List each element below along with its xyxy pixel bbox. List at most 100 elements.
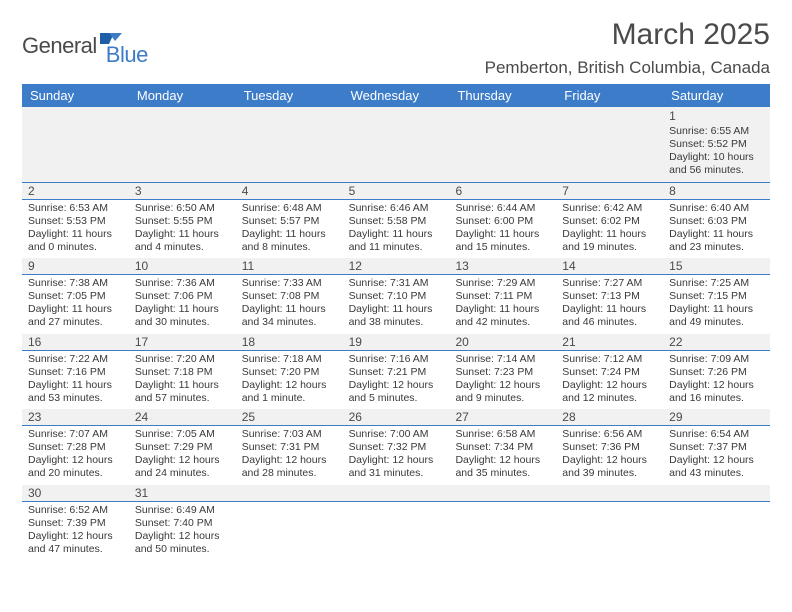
day-info-line: and 23 minutes. (669, 241, 764, 254)
calendar-cell: Sunrise: 7:07 AMSunset: 7:28 PMDaylight:… (22, 426, 129, 485)
day-info-line: and 19 minutes. (562, 241, 657, 254)
calendar-cell: Sunrise: 7:20 AMSunset: 7:18 PMDaylight:… (129, 351, 236, 410)
logo: General Blue (22, 24, 148, 68)
day-header-tue: Tuesday (236, 84, 343, 107)
logo-text-blue: Blue (106, 42, 148, 68)
calendar-cell: Sunrise: 7:22 AMSunset: 7:16 PMDaylight:… (22, 351, 129, 410)
day-info-line: Sunrise: 6:46 AM (349, 202, 444, 215)
day-info-line: Sunrise: 7:03 AM (242, 428, 337, 441)
day-number: 5 (343, 183, 450, 199)
calendar-cell (556, 502, 663, 561)
day-number: 20 (449, 334, 556, 350)
day-info-line: Sunrise: 6:58 AM (455, 428, 550, 441)
day-info-line: Daylight: 11 hours (28, 303, 123, 316)
day-header-wed: Wednesday (343, 84, 450, 107)
day-number: 1 (669, 109, 764, 124)
day-info-line: and 53 minutes. (28, 392, 123, 405)
day-number-row: 2345678 (22, 183, 770, 200)
day-info-line: Sunset: 7:32 PM (349, 441, 444, 454)
day-info-line: Sunset: 5:58 PM (349, 215, 444, 228)
day-info-line: Sunset: 6:00 PM (455, 215, 550, 228)
day-info-line: and 9 minutes. (455, 392, 550, 405)
day-info-line: Daylight: 12 hours (242, 379, 337, 392)
day-number: 15 (663, 258, 770, 274)
day-info-line: and 47 minutes. (28, 543, 123, 556)
page-header: General Blue March 2025 Pemberton, Briti… (22, 18, 770, 78)
day-info-line: Sunrise: 6:56 AM (562, 428, 657, 441)
calendar-cell: 1Sunrise: 6:55 AMSunset: 5:52 PMDaylight… (663, 107, 770, 182)
day-number: 28 (556, 409, 663, 425)
day-info-line: and 24 minutes. (135, 467, 230, 480)
day-info-line: Daylight: 11 hours (135, 228, 230, 241)
calendar-page: General Blue March 2025 Pemberton, Briti… (0, 0, 792, 578)
day-info-line: Sunset: 5:52 PM (669, 138, 764, 151)
day-info-line: Daylight: 11 hours (28, 228, 123, 241)
calendar-cell: Sunrise: 6:56 AMSunset: 7:36 PMDaylight:… (556, 426, 663, 485)
calendar-week-row: Sunrise: 7:07 AMSunset: 7:28 PMDaylight:… (22, 426, 770, 485)
day-number: 16 (22, 334, 129, 350)
day-info-line: Daylight: 11 hours (242, 228, 337, 241)
day-info-line: Sunset: 7:20 PM (242, 366, 337, 379)
day-info-line: Sunrise: 7:33 AM (242, 277, 337, 290)
calendar-cell: Sunrise: 7:05 AMSunset: 7:29 PMDaylight:… (129, 426, 236, 485)
calendar-week-row: Sunrise: 7:38 AMSunset: 7:05 PMDaylight:… (22, 275, 770, 334)
day-info-line: Sunrise: 6:54 AM (669, 428, 764, 441)
day-info-line: Sunset: 7:29 PM (135, 441, 230, 454)
title-block: March 2025 Pemberton, British Columbia, … (485, 18, 770, 78)
day-info-line: Daylight: 11 hours (669, 228, 764, 241)
day-info-line: and 30 minutes. (135, 316, 230, 329)
day-info-line: and 42 minutes. (455, 316, 550, 329)
day-info-line: Daylight: 11 hours (669, 303, 764, 316)
day-info-line: Sunrise: 7:38 AM (28, 277, 123, 290)
day-info-line: Daylight: 11 hours (349, 228, 444, 241)
calendar-cell: Sunrise: 7:27 AMSunset: 7:13 PMDaylight:… (556, 275, 663, 334)
day-info-line: and 31 minutes. (349, 467, 444, 480)
calendar-cell: Sunrise: 6:49 AMSunset: 7:40 PMDaylight:… (129, 502, 236, 561)
calendar-cell: Sunrise: 7:16 AMSunset: 7:21 PMDaylight:… (343, 351, 450, 410)
day-number (449, 485, 556, 501)
day-info-line: Daylight: 11 hours (455, 228, 550, 241)
calendar-cell (449, 502, 556, 561)
day-info-line: Sunset: 5:55 PM (135, 215, 230, 228)
calendar-cell (236, 107, 343, 182)
calendar-cell: Sunrise: 6:58 AMSunset: 7:34 PMDaylight:… (449, 426, 556, 485)
calendar-cell: Sunrise: 7:33 AMSunset: 7:08 PMDaylight:… (236, 275, 343, 334)
calendar-cell (22, 107, 129, 182)
day-number: 25 (236, 409, 343, 425)
day-number: 2 (22, 183, 129, 199)
day-info-line: Sunset: 7:39 PM (28, 517, 123, 530)
day-info-line: Sunset: 7:05 PM (28, 290, 123, 303)
calendar-cell (129, 107, 236, 182)
day-number: 21 (556, 334, 663, 350)
calendar-cell: Sunrise: 7:38 AMSunset: 7:05 PMDaylight:… (22, 275, 129, 334)
day-number (343, 485, 450, 501)
day-number: 19 (343, 334, 450, 350)
day-info-line: and 20 minutes. (28, 467, 123, 480)
calendar-cell: Sunrise: 7:31 AMSunset: 7:10 PMDaylight:… (343, 275, 450, 334)
day-info-line: and 16 minutes. (669, 392, 764, 405)
day-number-row: 23242526272829 (22, 409, 770, 426)
day-number: 6 (449, 183, 556, 199)
day-info-line: Daylight: 12 hours (669, 379, 764, 392)
day-info-line: and 39 minutes. (562, 467, 657, 480)
calendar-cell: Sunrise: 6:53 AMSunset: 5:53 PMDaylight:… (22, 200, 129, 259)
day-info-line: Sunset: 7:15 PM (669, 290, 764, 303)
day-number: 9 (22, 258, 129, 274)
day-info-line: Sunset: 7:21 PM (349, 366, 444, 379)
day-info-line: Sunrise: 7:07 AM (28, 428, 123, 441)
day-header-fri: Friday (556, 84, 663, 107)
day-number: 17 (129, 334, 236, 350)
day-number: 12 (343, 258, 450, 274)
day-info-line: Sunrise: 7:09 AM (669, 353, 764, 366)
logo-text-general: General (22, 33, 97, 59)
calendar-week-row: Sunrise: 6:53 AMSunset: 5:53 PMDaylight:… (22, 200, 770, 259)
day-info-line: Daylight: 11 hours (135, 303, 230, 316)
day-info-line: and 35 minutes. (455, 467, 550, 480)
day-info-line: Daylight: 12 hours (562, 379, 657, 392)
day-info-line: and 46 minutes. (562, 316, 657, 329)
day-info-line: Sunrise: 6:42 AM (562, 202, 657, 215)
calendar-cell: Sunrise: 6:50 AMSunset: 5:55 PMDaylight:… (129, 200, 236, 259)
day-info-line: Daylight: 12 hours (242, 454, 337, 467)
day-number: 26 (343, 409, 450, 425)
day-info-line: Daylight: 12 hours (349, 379, 444, 392)
